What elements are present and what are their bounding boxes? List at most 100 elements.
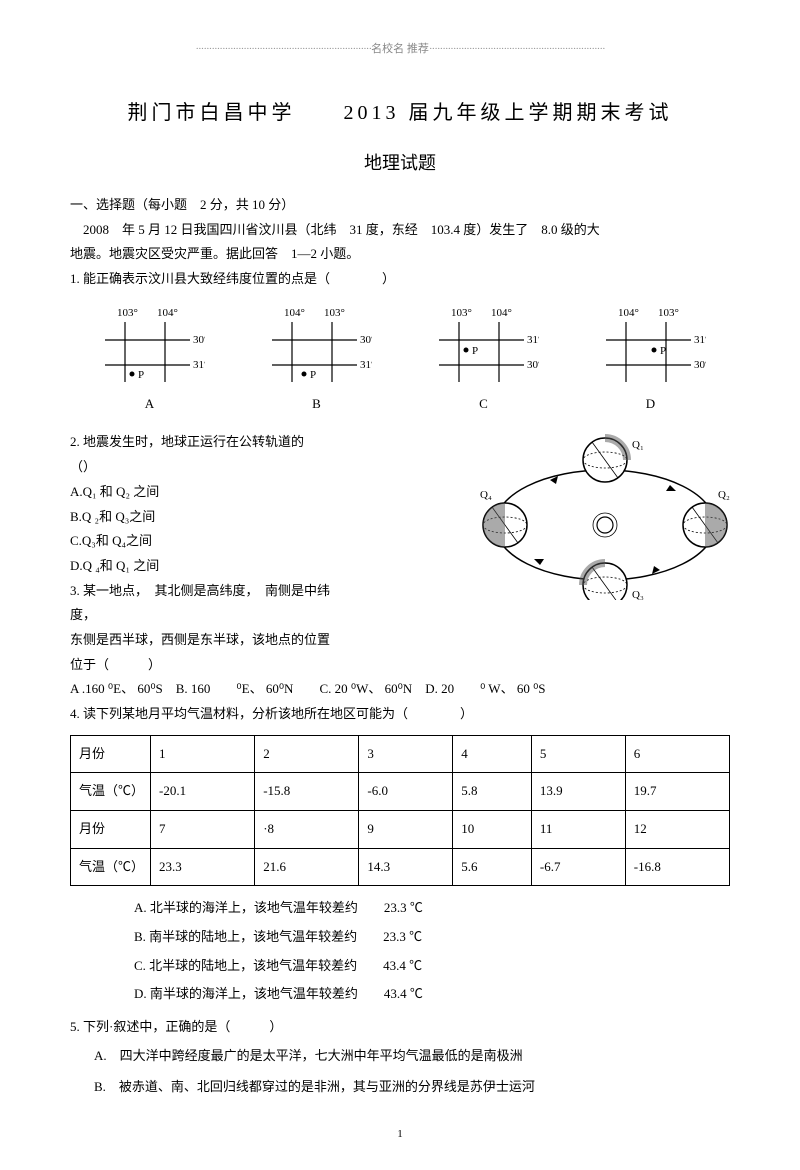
table-cell: -16.8 (625, 848, 729, 886)
table-cell: 10 (453, 811, 532, 849)
question-1: 1. 能正确表示汶川县大致经纬度位置的点是（ ） (70, 267, 730, 292)
grid-option-a: 103° 104° 30° 31° P A (95, 300, 205, 417)
table-cell: 5.8 (453, 773, 532, 811)
grid-svg-c: 103° 104° 31° 30° P (429, 300, 539, 390)
grid-svg-d: 104° 103° 31° 30° P (596, 300, 706, 390)
page-number: 1 (70, 1128, 730, 1140)
table-cell: 气温（℃） (71, 773, 151, 811)
table-cell: 月份 (71, 735, 151, 773)
grid-option-d: 104° 103° 31° 30° P D (596, 300, 706, 417)
grid-label-c: C (479, 392, 488, 417)
svg-text:P: P (310, 369, 316, 381)
q1-diagram-row: 103° 104° 30° 31° P A 104° 103° (70, 300, 730, 417)
question-2-paren: （） (70, 455, 480, 480)
section-heading: 一、选择题（每小题 2 分，共 10 分） (70, 193, 730, 218)
svg-text:103°: 103° (658, 307, 679, 319)
table-cell: 月份 (71, 811, 151, 849)
grid-label-a: A (145, 392, 154, 417)
table-cell: 13.9 (531, 773, 625, 811)
grid-option-c: 103° 104° 31° 30° P C (429, 300, 539, 417)
question-3-opts: A .160 ⁰E、 60⁰S B. 160 ⁰E、 60⁰N C. 20 ⁰W… (70, 677, 730, 702)
exam-title-2: 地理试题 (70, 149, 730, 175)
table-cell: 5.6 (453, 848, 532, 886)
question-3-line2: 度， (70, 603, 480, 628)
svg-text:30°: 30° (694, 359, 706, 371)
svg-text:31°: 31° (694, 334, 706, 346)
temperature-table: 月份 1 2 3 4 5 6 气温（℃） -20.1 -15.8 -6.0 5.… (70, 735, 730, 887)
table-cell: -15.8 (255, 773, 359, 811)
question-3-line4: 位于（ ） (70, 653, 730, 678)
svg-text:30°: 30° (527, 359, 539, 371)
table-cell: 23.3 (151, 848, 255, 886)
header-text: 名校名 推荐 (371, 43, 429, 55)
page-header: 名校名 推荐 (70, 40, 730, 56)
table-cell: 7 (151, 811, 255, 849)
table-cell: -20.1 (151, 773, 255, 811)
svg-text:30°: 30° (360, 334, 372, 346)
svg-text:Q₃: Q₃ (632, 589, 644, 600)
table-row: 月份 1 2 3 4 5 6 (71, 735, 730, 773)
svg-text:104°: 104° (284, 307, 305, 319)
table-cell: -6.7 (531, 848, 625, 886)
svg-text:31°: 31° (193, 359, 205, 371)
question-4: 4. 读下列某地月平均气温材料，分析该地所在地区可能为（ ） (70, 702, 730, 727)
svg-text:30°: 30° (193, 334, 205, 346)
svg-text:104°: 104° (618, 307, 639, 319)
svg-text:Q₂: Q₂ (718, 489, 730, 501)
intro-line-1: 2008 年 5 月 12 日我国四川省汶川县（北纬 31 度，东经 103.4… (70, 218, 730, 243)
table-cell: 12 (625, 811, 729, 849)
table-row: 月份 7 ·8 9 10 11 12 (71, 811, 730, 849)
svg-text:Q₁: Q₁ (632, 439, 644, 451)
table-cell: 14.3 (359, 848, 453, 886)
svg-text:P: P (660, 345, 666, 357)
q2-row: 2. 地震发生时，地球正运行在公转轨道的 （） A.Q₁ 和 Q₂ 之间 B.Q… (70, 430, 730, 628)
q2-opt-a: A.Q₁ 和 Q₂ 之间 (70, 480, 480, 505)
table-cell: 5 (531, 735, 625, 773)
q4-opt-b: B. 南半球的陆地上，该地气温年较差约 23.3 ℃ (134, 923, 730, 952)
table-row: 气温（℃） 23.3 21.6 14.3 5.6 -6.7 -16.8 (71, 848, 730, 886)
grid-svg-a: 103° 104° 30° 31° P (95, 300, 205, 390)
dots-right (429, 43, 605, 55)
question-5: 5. 下列·叙述中，正确的是（ ） (70, 1015, 730, 1040)
svg-text:104°: 104° (157, 307, 178, 319)
grid-option-b: 104° 103° 30° 31° P B (262, 300, 372, 417)
table-cell: 19.7 (625, 773, 729, 811)
table-cell: 气温（℃） (71, 848, 151, 886)
table-cell: 6 (625, 735, 729, 773)
svg-text:104°: 104° (491, 307, 512, 319)
q4-opt-d: D. 南半球的海洋上，该地气温年较差约 43.4 ℃ (134, 980, 730, 1009)
q4-opt-c: C. 北半球的陆地上，该地气温年较差约 43.4 ℃ (134, 952, 730, 981)
svg-text:31°: 31° (527, 334, 539, 346)
question-3-line3: 东侧是西半球，西侧是东半球，该地点的位置 (70, 628, 730, 653)
svg-text:P: P (138, 369, 144, 381)
table-cell: -6.0 (359, 773, 453, 811)
table-cell: 21.6 (255, 848, 359, 886)
intro-line-2: 地震。地震灾区受灾严重。据此回答 1—2 小题。 (70, 242, 730, 267)
q2-opt-d: D.Q ₄和 Q₁ 之间 (70, 554, 480, 579)
svg-text:103°: 103° (324, 307, 345, 319)
svg-text:Q₄: Q₄ (480, 489, 492, 501)
q2-opt-b: B.Q ₂和 Q₃之间 (70, 505, 480, 530)
q4-opt-a: A. 北半球的海洋上，该地气温年较差约 23.3 ℃ (134, 894, 730, 923)
table-cell: 11 (531, 811, 625, 849)
grid-label-d: D (646, 392, 655, 417)
q5-opt-b: B. 被赤道、南、北回归线都穿过的是非洲，其与亚洲的分界线是苏伊士运河 (94, 1071, 730, 1102)
table-cell: 9 (359, 811, 453, 849)
table-cell: 2 (255, 735, 359, 773)
table-cell: 4 (453, 735, 532, 773)
question-3-line1: 3. 某一地点， 其北侧是高纬度， 南侧是中纬 (70, 579, 480, 604)
table-cell: ·8 (255, 811, 359, 849)
svg-text:31°: 31° (360, 359, 372, 371)
table-cell: 3 (359, 735, 453, 773)
table-cell: 1 (151, 735, 255, 773)
svg-text:103°: 103° (451, 307, 472, 319)
grid-svg-b: 104° 103° 30° 31° P (262, 300, 372, 390)
dots-left (195, 43, 371, 55)
q5-opt-a: A. 四大洋中跨经度最广的是太平洋，七大洲中年平均气温最低的是南极洲 (94, 1040, 730, 1071)
svg-text:P: P (472, 345, 478, 357)
grid-label-b: B (312, 392, 321, 417)
exam-title-1: 荆门市白昌中学 2013 届九年级上学期期末考试 (70, 96, 730, 125)
svg-text:103°: 103° (117, 307, 138, 319)
question-2-line1: 2. 地震发生时，地球正运行在公转轨道的 (70, 430, 480, 455)
q2-opt-c: C.Q₃和 Q₄之间 (70, 529, 480, 554)
